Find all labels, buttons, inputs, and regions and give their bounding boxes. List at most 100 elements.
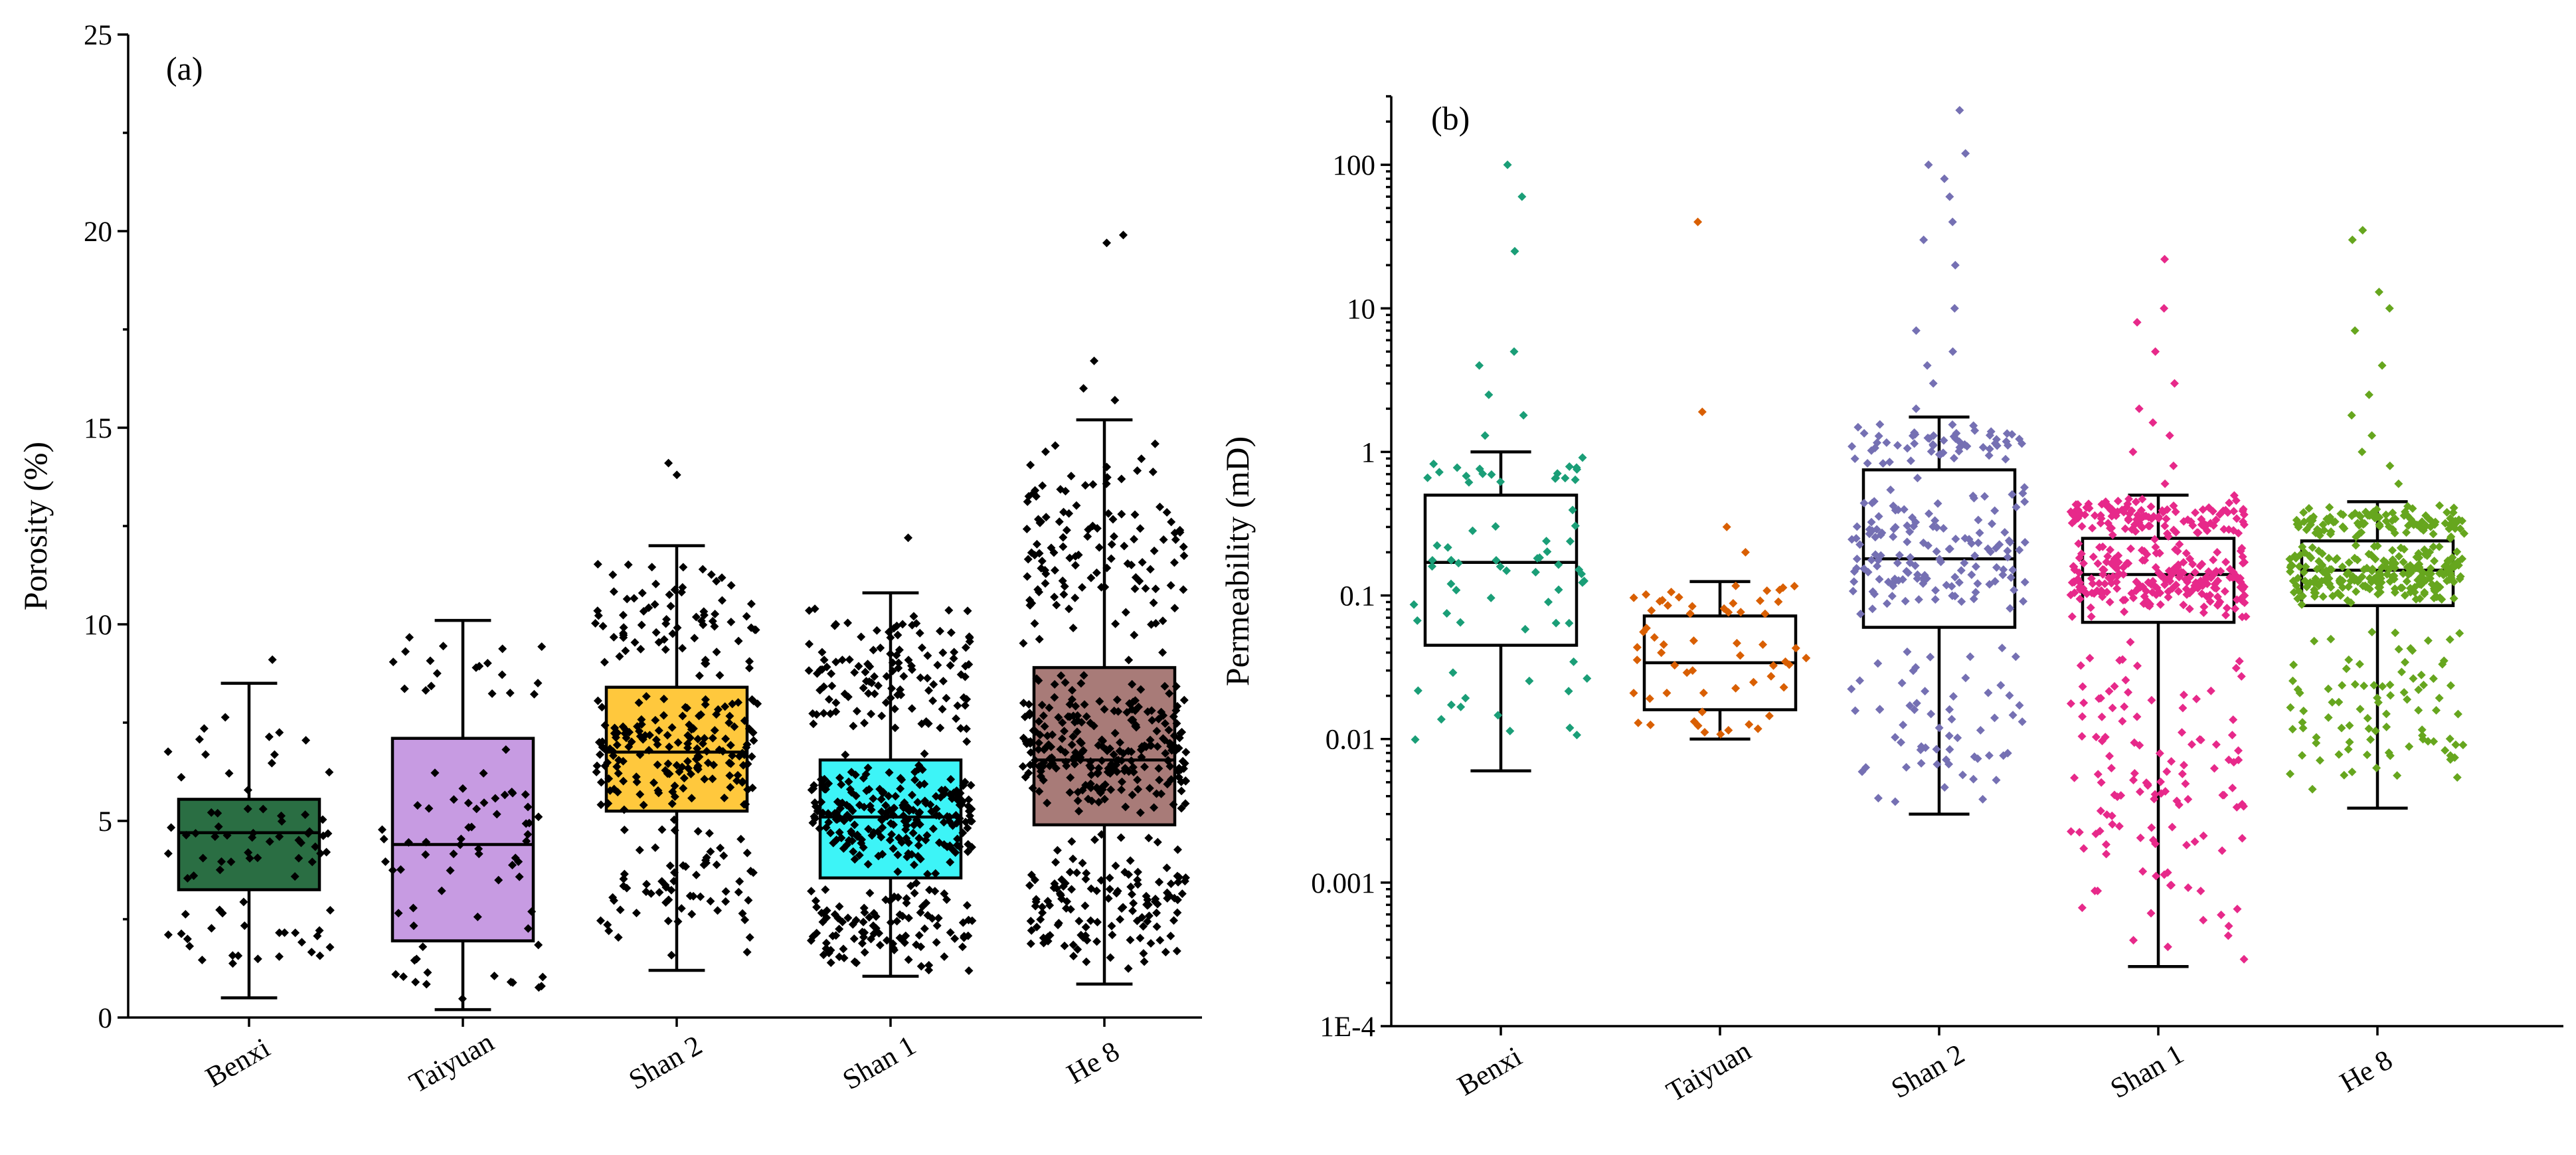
- data-point: [2117, 505, 2126, 515]
- data-point: [185, 942, 195, 951]
- data-point: [1095, 697, 1104, 706]
- data-point: [632, 777, 642, 786]
- data-point: [163, 930, 173, 939]
- data-point: [740, 915, 750, 925]
- data-point: [679, 774, 689, 783]
- data-point: [1491, 522, 1500, 531]
- data-point: [181, 909, 190, 919]
- data-point: [394, 909, 403, 918]
- data-point: [2015, 701, 2024, 710]
- data-point: [2237, 671, 2246, 681]
- data-point: [612, 741, 622, 750]
- data-point: [177, 929, 186, 938]
- data-point: [1092, 886, 1101, 895]
- data-point: [929, 679, 938, 689]
- data-point: [2152, 590, 2161, 600]
- data-point: [1035, 549, 1044, 558]
- data-point: [290, 872, 300, 881]
- data-point: [2181, 779, 2190, 788]
- data-point: [916, 673, 925, 682]
- data-point: [608, 751, 618, 760]
- data-point: [2415, 559, 2424, 569]
- data-point: [1760, 609, 1770, 618]
- data-point: [479, 768, 488, 778]
- data-point: [2421, 511, 2431, 520]
- data-point: [2329, 517, 2338, 527]
- data-point: [1130, 584, 1140, 594]
- data-point: [639, 800, 648, 810]
- data-point: [2362, 563, 2371, 573]
- data-point: [2132, 712, 2142, 721]
- data-point: [1954, 578, 1964, 587]
- data-point: [666, 602, 675, 611]
- data-point: [835, 902, 844, 911]
- data-point: [821, 885, 830, 894]
- data-point: [1913, 474, 1922, 483]
- data-point: [869, 921, 878, 931]
- data-point: [922, 898, 931, 907]
- data-point: [1054, 919, 1063, 928]
- data-point: [1102, 479, 1111, 488]
- data-point: [418, 942, 428, 952]
- data-point: [315, 951, 325, 960]
- data-point: [1147, 620, 1156, 629]
- data-point: [265, 837, 274, 846]
- data-point: [884, 792, 893, 801]
- data-point: [2401, 658, 2410, 667]
- data-point: [909, 612, 918, 621]
- data-point: [863, 763, 873, 772]
- data-point: [845, 813, 855, 822]
- data-point: [1083, 532, 1092, 541]
- data-point: [604, 774, 614, 783]
- data-point: [673, 917, 683, 926]
- data-point: [882, 671, 891, 681]
- data-point: [1867, 526, 1877, 535]
- outlier-point: [2385, 304, 2394, 313]
- data-point: [812, 669, 821, 678]
- data-point: [1700, 728, 1709, 737]
- data-point: [2178, 769, 2187, 778]
- data-point: [865, 913, 874, 922]
- data-point: [2458, 554, 2467, 563]
- data-point: [953, 701, 962, 710]
- data-point: [1177, 786, 1186, 796]
- outlier-point: [1940, 174, 1949, 183]
- data-point: [651, 628, 661, 637]
- data-point: [1024, 700, 1033, 709]
- data-point: [725, 771, 734, 780]
- data-point: [1130, 535, 1139, 544]
- data-point: [867, 831, 877, 840]
- data-point: [1446, 579, 1456, 588]
- data-point: [2239, 505, 2248, 514]
- data-point: [869, 929, 879, 938]
- data-point: [1878, 459, 1887, 468]
- box-group-shan-2: Shan 2: [591, 458, 762, 1096]
- data-point: [1111, 619, 1120, 628]
- data-point: [423, 968, 432, 977]
- data-point: [721, 887, 730, 896]
- data-point: [2005, 691, 2014, 700]
- data-point: [2292, 515, 2301, 525]
- data-point: [2155, 749, 2164, 758]
- data-point: [963, 606, 972, 616]
- data-point: [619, 628, 628, 638]
- data-point: [2344, 655, 2354, 664]
- data-point: [1021, 772, 1030, 782]
- data-point: [855, 851, 864, 860]
- data-point: [294, 853, 303, 863]
- y-tick-label: 10: [1347, 294, 1375, 325]
- data-point: [964, 660, 974, 669]
- outlier-point: [2347, 410, 2356, 420]
- data-point: [1027, 548, 1036, 557]
- data-point: [2318, 520, 2328, 529]
- data-point: [2152, 871, 2161, 881]
- data-point: [673, 623, 682, 632]
- data-point: [2417, 580, 2426, 590]
- data-point: [1967, 539, 1976, 548]
- data-point: [183, 873, 192, 883]
- data-point: [1873, 794, 1883, 803]
- data-point: [1969, 594, 1978, 604]
- data-point: [2184, 794, 2193, 804]
- data-point: [1147, 706, 1156, 715]
- data-point: [1169, 800, 1178, 809]
